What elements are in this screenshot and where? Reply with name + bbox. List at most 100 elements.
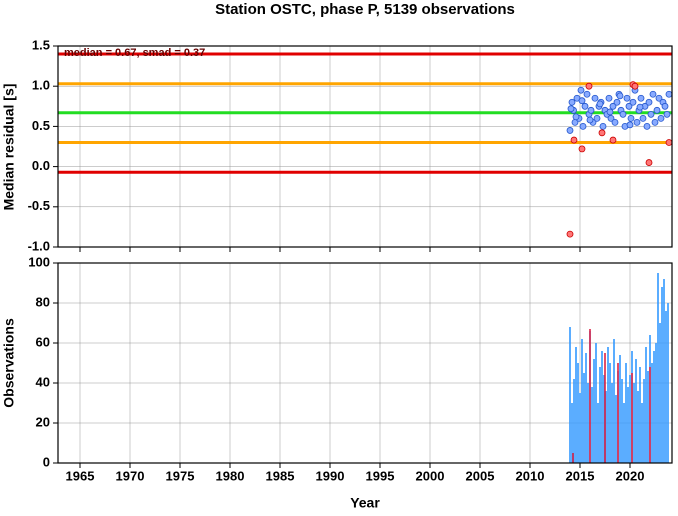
y-tick-label: 0.5 xyxy=(32,118,50,133)
bar xyxy=(643,379,645,463)
bar xyxy=(579,393,581,463)
data-point xyxy=(657,114,665,122)
data-point xyxy=(593,114,601,122)
bar xyxy=(605,391,607,463)
data-point xyxy=(665,90,673,98)
x-tick-label: 2020 xyxy=(616,468,645,483)
data-point xyxy=(607,114,615,122)
y-tick-label: 0 xyxy=(43,454,50,469)
data-point xyxy=(611,118,619,126)
bar xyxy=(595,343,597,463)
bar xyxy=(587,383,589,463)
data-point xyxy=(633,118,641,126)
bar xyxy=(603,375,605,463)
bar xyxy=(647,371,649,463)
data-point xyxy=(639,114,647,122)
bar xyxy=(629,375,631,463)
plot-frame xyxy=(57,262,673,464)
bar xyxy=(597,403,599,463)
x-tick-label: 2005 xyxy=(466,468,495,483)
data-point xyxy=(619,110,627,118)
data-point xyxy=(578,145,586,153)
bar xyxy=(645,347,647,463)
y-tick-label: 20 xyxy=(36,414,50,429)
y-tick-label: 1.5 xyxy=(32,37,50,52)
data-point xyxy=(606,108,614,116)
bar xyxy=(649,367,651,463)
bar xyxy=(617,363,619,463)
bar xyxy=(631,373,633,463)
bar xyxy=(637,391,639,463)
x-tick-label: 2010 xyxy=(516,468,545,483)
x-tick-label: 1980 xyxy=(216,468,245,483)
data-point xyxy=(598,129,606,137)
bar xyxy=(625,363,627,463)
y-tick-label: 60 xyxy=(36,334,50,349)
data-point xyxy=(643,123,651,130)
bar xyxy=(593,359,595,463)
data-point xyxy=(623,94,631,102)
data-point xyxy=(636,103,644,111)
x-tick-label: 1985 xyxy=(266,468,295,483)
bar xyxy=(653,351,655,463)
bar xyxy=(611,383,613,463)
bar xyxy=(583,373,585,463)
y-tick-label: -1.0 xyxy=(28,238,50,253)
x-tick-label: 1970 xyxy=(116,468,145,483)
data-point xyxy=(581,102,589,110)
bar xyxy=(621,379,623,463)
data-point xyxy=(653,106,661,114)
plot-frame xyxy=(57,45,673,248)
data-point xyxy=(572,113,580,121)
y-axis-label: Median residual [s] xyxy=(1,84,17,211)
bar xyxy=(572,453,574,463)
data-point xyxy=(661,102,669,110)
data-point xyxy=(586,116,594,124)
data-point xyxy=(631,82,639,90)
bar xyxy=(623,403,625,463)
y-tick-label: 40 xyxy=(36,374,50,389)
data-point xyxy=(651,118,659,126)
bar xyxy=(667,303,669,463)
data-point xyxy=(585,82,593,90)
x-axis-label: Year xyxy=(350,495,380,511)
bar xyxy=(641,403,643,463)
data-point xyxy=(655,94,663,102)
bar xyxy=(627,387,629,463)
data-point xyxy=(591,94,599,102)
data-point xyxy=(579,123,587,130)
bar xyxy=(639,367,641,463)
bar xyxy=(607,347,609,463)
data-point xyxy=(665,139,673,146)
data-point xyxy=(613,98,621,106)
data-point xyxy=(616,92,624,100)
data-point xyxy=(583,90,591,98)
bar xyxy=(661,287,663,463)
bar xyxy=(665,311,667,463)
data-point xyxy=(609,136,617,144)
data-point xyxy=(599,123,607,130)
bar xyxy=(615,395,617,463)
x-tick-label: 2015 xyxy=(566,468,595,483)
bar xyxy=(571,403,573,463)
y-axis-label: Observations xyxy=(1,318,17,408)
data-point xyxy=(626,121,634,129)
bar xyxy=(619,355,621,463)
bar xyxy=(581,339,583,463)
data-point xyxy=(663,110,671,118)
bar xyxy=(577,363,579,463)
bar xyxy=(591,387,593,463)
y-tick-label: 0.0 xyxy=(32,158,50,173)
data-point xyxy=(649,90,657,98)
y-tick-label: -0.5 xyxy=(28,198,50,213)
data-point xyxy=(629,98,637,106)
bar xyxy=(633,383,635,463)
x-tick-label: 1990 xyxy=(316,468,345,483)
chart-title: Station OSTC, phase P, 5139 observations xyxy=(215,1,515,18)
y-tick-label: 1.0 xyxy=(32,78,50,93)
x-tick-label: 2000 xyxy=(416,468,445,483)
data-point xyxy=(578,97,586,105)
bar xyxy=(651,363,653,463)
bar xyxy=(663,279,665,463)
